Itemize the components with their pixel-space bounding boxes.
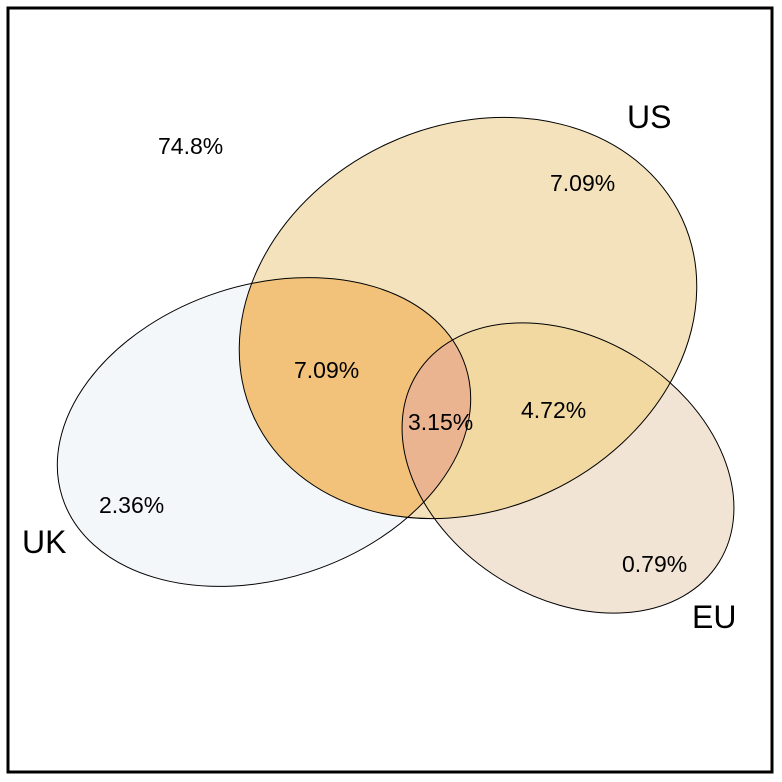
region-uk-us-value: 7.09% <box>294 357 359 383</box>
uk-outline <box>56 277 472 587</box>
uk-set-label: UK <box>22 524 66 560</box>
eu-set-label: EU <box>692 599 736 635</box>
region-eu-only-value: 0.79% <box>622 551 687 577</box>
region-uk-only-value: 2.36% <box>99 492 164 518</box>
us-set-label: US <box>627 99 671 135</box>
set-outlines <box>56 116 735 614</box>
eu-outline <box>401 322 735 614</box>
region-us-eu-value: 4.72% <box>521 397 586 423</box>
uk-us-overlap <box>172 277 471 587</box>
region-us-only-value: 7.09% <box>550 170 615 196</box>
us-outline <box>238 116 698 520</box>
region-none-value: 74.8% <box>158 133 223 159</box>
region-uk-us-eu-value: 3.15% <box>408 409 473 435</box>
